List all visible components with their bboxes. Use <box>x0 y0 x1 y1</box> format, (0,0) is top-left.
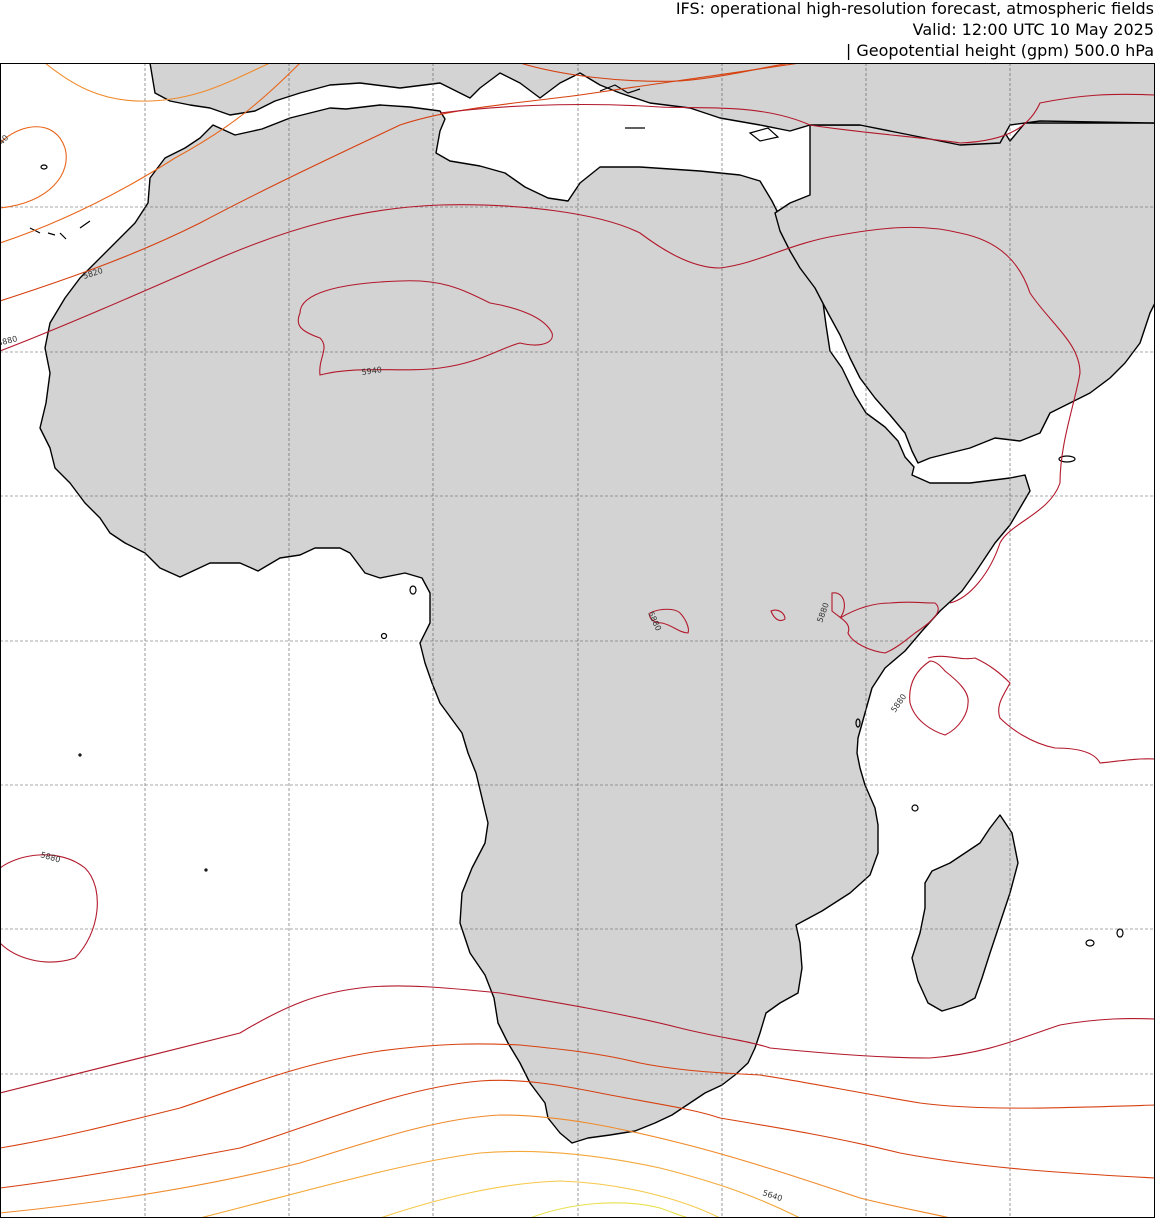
contour-south-5820 <box>0 1043 1155 1149</box>
contour-south-5880 <box>0 985 1155 1094</box>
zanzibar-island <box>855 718 861 728</box>
contour-north-5760-b <box>0 63 301 244</box>
contour-east-africa-5880 <box>831 592 939 654</box>
contour-south-5580 <box>379 1180 721 1218</box>
contour-north-5880 <box>0 204 1081 604</box>
field-description: | Geopotential height (gpm) 500.0 hPa <box>845 41 1154 60</box>
land-layer <box>29 63 1155 1144</box>
graticule <box>0 63 1155 1218</box>
contour-label: 840 <box>0 133 10 150</box>
europe-land <box>149 63 1155 146</box>
contour-congo-5880 <box>649 608 689 634</box>
st-helena-island <box>204 868 208 872</box>
contour-south-5760 <box>0 1079 1155 1189</box>
contour-north-5700 <box>44 63 271 102</box>
bioko-island <box>409 585 417 595</box>
ascension-island <box>78 753 82 757</box>
contour-south-5640 <box>199 1150 801 1218</box>
madeira-island <box>40 164 48 170</box>
contour-north-5820-east <box>519 63 791 82</box>
contour-east-islet-5880 <box>770 609 786 622</box>
forecast-title: IFS: operational high-resolution forecas… <box>675 0 1154 18</box>
contour-south-atlantic-5880 <box>0 854 98 963</box>
map-svg: 5820 5880 5940 5880 5880 5880 5880 5640 … <box>0 63 1155 1218</box>
map-panel: 5820 5880 5940 5880 5880 5880 5880 5640 … <box>0 63 1155 1218</box>
contour-mediterranean-5880 <box>439 93 1155 144</box>
map-title-block: IFS: operational high-resolution forecas… <box>676 0 1154 61</box>
contour-south-5700 <box>0 1114 951 1218</box>
mascarene-island <box>1085 939 1095 947</box>
madagascar-land <box>911 814 1019 1012</box>
contour-indian-ocean-5880 <box>909 655 1155 764</box>
africa-land <box>39 104 1031 1144</box>
contour-north-5760-a <box>0 126 67 209</box>
contour-label: 5940 <box>361 365 382 377</box>
arabia-land <box>774 122 1155 464</box>
socotra-island <box>1058 455 1076 463</box>
contour-north-5820 <box>0 63 801 302</box>
contour-sahara-5940 <box>297 280 553 376</box>
sao-tome-island <box>380 632 388 640</box>
valid-time: Valid: 12:00 UTC 10 May 2025 <box>912 20 1154 39</box>
seychelles-island <box>911 804 919 812</box>
contour-south-5520 <box>529 1202 691 1218</box>
